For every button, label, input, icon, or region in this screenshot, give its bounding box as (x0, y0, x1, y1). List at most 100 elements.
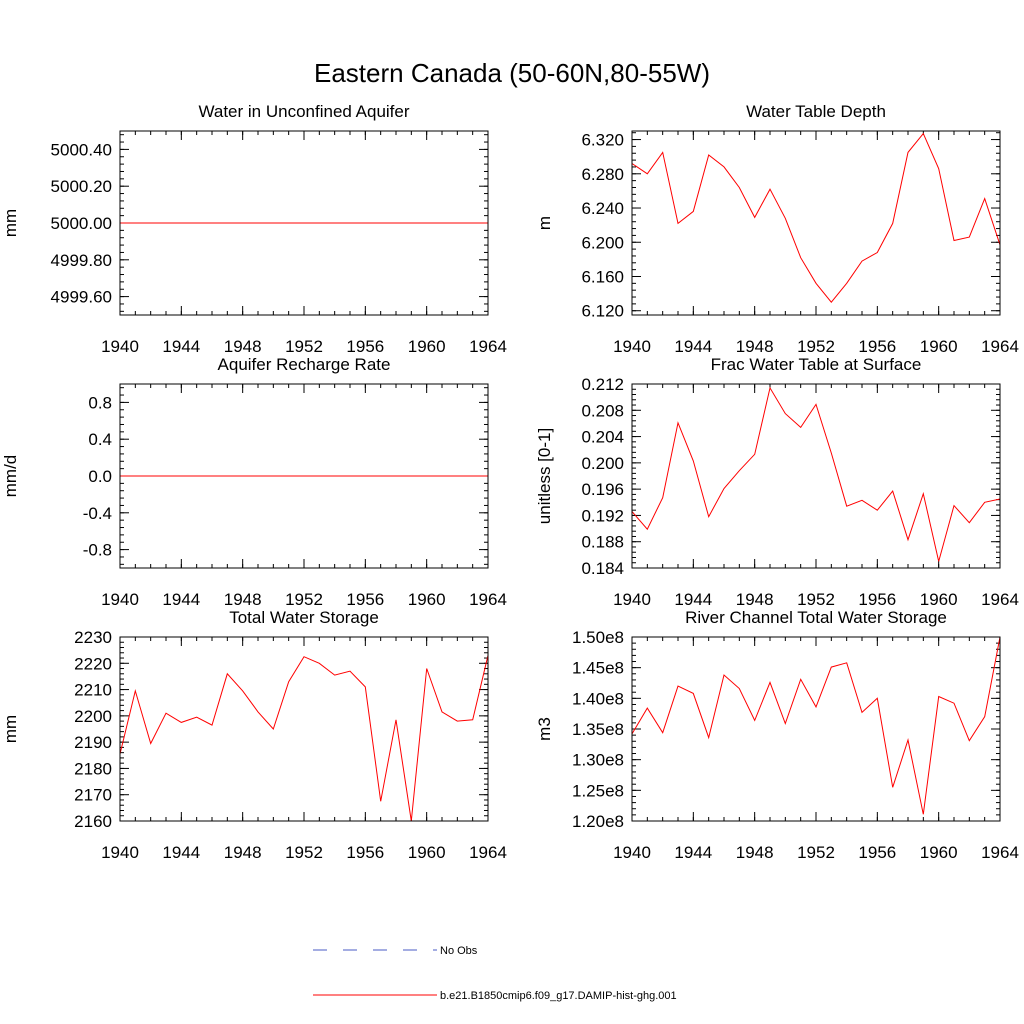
x-tick-label: 1964 (981, 843, 1019, 862)
figure-title: Eastern Canada (50-60N,80-55W) (314, 58, 710, 88)
panels: Water in Unconfined Aquifer mm 1940 1944 194… (1, 102, 1019, 862)
panel-6: River Channel Total Water Storage m3 1940 1… (535, 608, 1019, 862)
y-axis-label: mm (1, 715, 20, 743)
y-tick-label: 5000.20 (51, 177, 112, 196)
x-tick-label: 1940 (101, 590, 139, 609)
y-tick-label: 2220 (74, 654, 112, 673)
x-tick-label: 1952 (285, 590, 323, 609)
panel-4: Frac Water Table at Surface unitless [0-1… (535, 355, 1019, 609)
y-tick-label: 2170 (74, 786, 112, 805)
x-tick-label: 1964 (469, 337, 507, 356)
y-tick-label: 1.40e8 (572, 689, 624, 708)
y-axis-label: unitless [0-1] (535, 428, 554, 524)
x-tick-label: 1956 (346, 590, 384, 609)
y-tick-label: 5000.00 (51, 214, 112, 233)
y-tick-label: 6.200 (581, 233, 624, 252)
x-tick-label: 1948 (736, 590, 774, 609)
x-tick-label: 1952 (797, 843, 835, 862)
plot-frame (631, 383, 1001, 569)
x-tick-label: 1956 (346, 843, 384, 862)
y-tick-label: 4999.80 (51, 251, 112, 270)
series-line (631, 636, 1001, 815)
x-tick-label: 1948 (224, 337, 262, 356)
y-tick-label: 6.120 (581, 302, 624, 321)
y-tick-label: 1.45e8 (572, 659, 624, 678)
x-tick-label: 1956 (858, 843, 896, 862)
y-tick-label: 0.212 (581, 375, 624, 394)
x-tick-label: 1960 (920, 843, 958, 862)
x-tick-label: 1948 (736, 337, 774, 356)
y-tick-label: 5000.40 (51, 140, 112, 159)
x-tick-label: 1944 (674, 337, 712, 356)
panel-2: Water Table Depth m 1940 1944 1948 1952 1956 19… (535, 102, 1019, 356)
x-tick-label: 1960 (920, 590, 958, 609)
y-tick-label: 2230 (74, 628, 112, 647)
y-tick-label: 2160 (74, 812, 112, 831)
x-tick-label: 1944 (162, 337, 200, 356)
x-tick-label: 1948 (224, 843, 262, 862)
x-tick-label: 1940 (613, 337, 651, 356)
x-tick-label: 1944 (674, 843, 712, 862)
x-tick-label: 1944 (162, 590, 200, 609)
x-tick-label: 1952 (797, 590, 835, 609)
y-tick-label: 2180 (74, 759, 112, 778)
y-tick-label: 1.50e8 (572, 628, 624, 647)
x-tick-label: 1956 (346, 337, 384, 356)
x-tick-label: 1952 (285, 843, 323, 862)
x-tick-label: 1960 (408, 843, 446, 862)
x-tick-label: 1948 (736, 843, 774, 862)
x-tick-label: 1940 (613, 843, 651, 862)
y-tick-label: 1.30e8 (572, 751, 624, 770)
y-tick-label: 0.208 (581, 401, 624, 420)
x-tick-label: 1964 (981, 337, 1019, 356)
y-tick-label: -0.4 (83, 504, 112, 523)
y-axis-label: mm/d (1, 455, 20, 498)
x-tick-label: 1952 (797, 337, 835, 356)
y-tick-label: 0.184 (581, 559, 624, 578)
panel-title: Aquifer Recharge Rate (218, 355, 391, 374)
plot-frame (119, 383, 489, 569)
y-tick-label: 6.240 (581, 199, 624, 218)
x-tick-label: 1964 (469, 843, 507, 862)
y-tick-label: 0.0 (88, 467, 112, 486)
plot-frame (119, 636, 489, 822)
y-tick-label: 0.200 (581, 454, 624, 473)
panel-3: Aquifer Recharge Rate mm/d 1940 1944 1948 195… (1, 355, 507, 609)
panel-title: Water Table Depth (746, 102, 886, 121)
plot-frame (631, 130, 1001, 316)
y-tick-label: 4999.60 (51, 288, 112, 307)
x-tick-label: 1940 (613, 590, 651, 609)
panel-5: Total Water Storage mm 1940 1944 1948 1952 195… (1, 608, 507, 862)
legend-obs-label: No Obs (440, 945, 478, 957)
x-tick-label: 1960 (920, 337, 958, 356)
x-tick-label: 1948 (224, 590, 262, 609)
plot-frame (631, 636, 1001, 822)
series-line (631, 386, 1001, 562)
y-tick-label: 1.25e8 (572, 781, 624, 800)
plot-frame (119, 130, 489, 316)
y-axis-label: m (535, 216, 554, 230)
panel-title: River Channel Total Water Storage (685, 608, 947, 627)
x-tick-label: 1944 (674, 590, 712, 609)
x-tick-label: 1964 (981, 590, 1019, 609)
y-tick-label: 2190 (74, 733, 112, 752)
panel-title: Total Water Storage (229, 608, 379, 627)
x-tick-label: 1940 (101, 337, 139, 356)
y-axis-label: mm (1, 209, 20, 237)
panel-title: Frac Water Table at Surface (711, 355, 922, 374)
series-line (631, 132, 1001, 303)
y-tick-label: 0.204 (581, 428, 624, 447)
x-tick-label: 1960 (408, 337, 446, 356)
y-tick-label: 6.320 (581, 131, 624, 150)
y-tick-label: 1.20e8 (572, 812, 624, 831)
x-tick-label: 1964 (469, 590, 507, 609)
x-tick-label: 1956 (858, 337, 896, 356)
y-tick-label: 0.4 (88, 430, 112, 449)
x-tick-label: 1944 (162, 843, 200, 862)
legend-model-label: b.e21.B1850cmip6.f09_g17.DAMIP-hist-ghg.… (440, 990, 677, 1002)
panel-title: Water in Unconfined Aquifer (198, 102, 409, 121)
y-tick-label: 6.280 (581, 165, 624, 184)
y-tick-label: 0.188 (581, 533, 624, 552)
y-tick-label: 1.35e8 (572, 720, 624, 739)
y-tick-label: 2200 (74, 707, 112, 726)
